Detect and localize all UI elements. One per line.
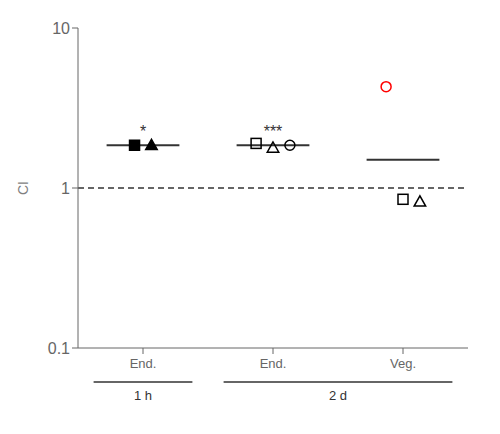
svg-text:1: 1 [61,180,70,197]
svg-text:*: * [140,123,146,140]
svg-text:1 h: 1 h [134,388,152,403]
svg-text:End.: End. [130,356,157,371]
svg-text:0.1: 0.1 [48,340,70,357]
svg-text:***: *** [264,123,283,140]
svg-text:2 d: 2 d [329,388,347,403]
svg-text:Veg.: Veg. [390,356,416,371]
svg-text:CI: CI [15,181,31,195]
svg-text:10: 10 [52,20,70,37]
svg-text:End.: End. [260,356,287,371]
